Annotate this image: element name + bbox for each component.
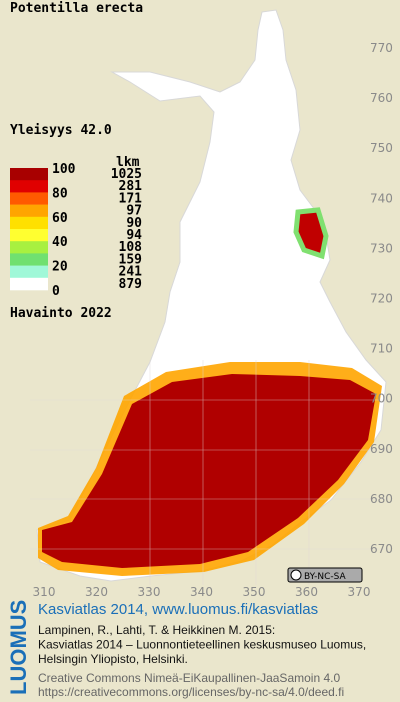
easting-label: 340 (190, 585, 213, 599)
observation-label: Havainto 2022 (10, 306, 112, 321)
legend-count: 281 (119, 179, 143, 194)
legend-count: 90 (126, 216, 142, 231)
northing-label: 710 (370, 342, 393, 356)
northing-label: 720 (370, 292, 393, 306)
legend-scale-label: 40 (52, 235, 68, 250)
northing-label: 700 (370, 392, 393, 406)
legend-swatch (10, 265, 48, 279)
legend-swatch (10, 241, 48, 254)
legend-scale-label: 80 (52, 186, 68, 201)
logo: LUOMUS (6, 600, 31, 695)
legend-swatch (10, 192, 48, 205)
northing-label: 770 (370, 41, 393, 55)
northing-label: 740 (370, 191, 393, 205)
legend-swatch (10, 216, 48, 230)
legend-scale-label: 60 (52, 211, 68, 226)
count-header: lkm (116, 155, 140, 170)
easting-label: 350 (243, 585, 266, 599)
legend-swatch (10, 253, 48, 266)
citation-line: Kasviatlas 2014 – Luonnontieteellinen ke… (38, 638, 366, 652)
legend-count: 94 (126, 228, 142, 243)
cc-badge: BY-NC-SA (287, 567, 363, 583)
license-line: https://creativecommons.org/licenses/by-… (38, 685, 344, 699)
legend-swatch (10, 229, 48, 242)
northing-label: 750 (370, 141, 393, 155)
legend-swatch (10, 204, 48, 218)
citation-line: Helsingin Yliopisto, Helsinki. (38, 652, 188, 666)
legend-swatch (10, 277, 48, 291)
cc-text: BY-NC-SA (304, 572, 347, 582)
legend-scale-label: 20 (52, 260, 68, 275)
legend-count: 108 (119, 240, 143, 255)
northing-label: 680 (370, 492, 393, 506)
species-title: Potentilla erecta (10, 1, 143, 16)
legend-count: 97 (126, 204, 142, 219)
distribution-core (42, 374, 376, 568)
citation-line: Lampinen, R., Lahti, T. & Heikkinen M. 2… (38, 623, 275, 637)
easting-label: 360 (295, 585, 318, 599)
map-grid (30, 360, 390, 585)
headline: Kasviatlas 2014, www.luomus.fi/kasviatla… (38, 601, 318, 618)
legend-swatch (10, 180, 48, 193)
legend-count: 171 (119, 191, 143, 206)
legend-count: 159 (119, 252, 142, 267)
northing-label: 730 (370, 241, 393, 255)
easting-label: 320 (85, 585, 108, 599)
easting-label: 310 (33, 585, 56, 599)
legend-swatch (10, 168, 48, 181)
frequency: Yleisyys 42.0 (10, 123, 112, 138)
legend-count: 1025 (111, 167, 142, 182)
legend-scale-label: 0 (52, 284, 60, 299)
northing-label: 670 (370, 542, 393, 556)
legend-scale-label: 100 (52, 162, 76, 177)
legend-count: 241 (119, 265, 143, 280)
legend-count: 879 (119, 277, 142, 292)
distribution-east (293, 207, 329, 260)
easting-label: 330 (138, 585, 161, 599)
license-line: Creative Commons Nimeä-EiKaupallinen-Jaa… (38, 671, 340, 685)
northing-label: 690 (370, 442, 393, 456)
easting-label: 370 (348, 585, 371, 599)
northing-label: 760 (370, 91, 393, 105)
